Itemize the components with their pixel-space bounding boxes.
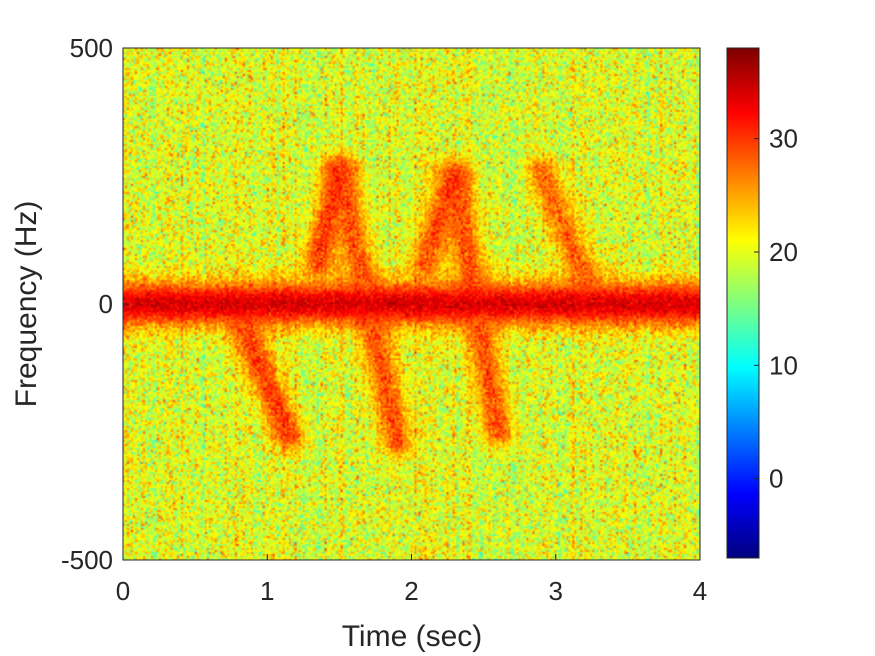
y-tick-label: 0 [99,289,113,319]
x-tick-label: 3 [549,576,563,606]
colorbar: 0 10 20 30 [726,47,798,559]
colorbar-frame [726,47,760,559]
y-axis-ticks: -500 0 500 [61,33,129,575]
x-axis-label: Time (sec) [342,620,483,653]
colorbar-ticks: 0 10 20 30 [754,124,798,494]
y-axis-label: Frequency (Hz) [10,201,43,408]
x-tick-label: 4 [693,576,707,606]
colorbar-tick-label: 10 [769,350,798,380]
y-tick-label: 500 [70,33,113,63]
x-tick-label: 2 [404,576,418,606]
colorbar-tick-label: 0 [769,464,783,494]
y-tick-label: -500 [61,545,113,575]
x-axis-ticks: 0 1 2 3 4 [116,554,707,606]
spectrogram-heatmap [123,48,700,560]
x-tick-label: 0 [116,576,130,606]
colorbar-tick-label: 20 [769,237,798,267]
x-tick-label: 1 [260,576,274,606]
colorbar-gradient [727,48,759,558]
spectrogram-plot [122,47,701,561]
colorbar-tick-label: 30 [769,124,798,154]
